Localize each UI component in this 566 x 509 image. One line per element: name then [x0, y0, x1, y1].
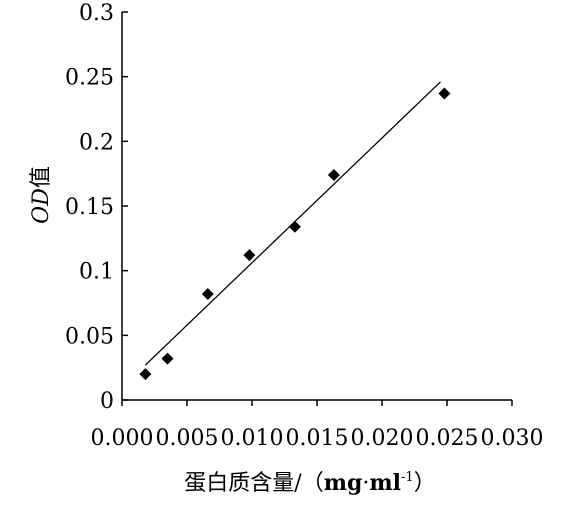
data-point: [327, 168, 340, 181]
x-tick-label: 0.030: [481, 426, 544, 451]
y-tick-label: 0.25: [65, 66, 114, 91]
y-axis-title-rest: 值: [29, 166, 54, 188]
data-point: [161, 352, 174, 365]
y-tick-label: 0.2: [79, 130, 114, 155]
data-points: [139, 87, 451, 381]
axes: [121, 12, 512, 401]
x-axis-title-unit-b: ml: [369, 470, 401, 496]
x-tick-label: 0.005: [156, 426, 219, 451]
y-ticks: 0 0.05 0.1 0.15 0.2 0.25 0.3: [65, 1, 128, 414]
x-tick-label: 0.015: [286, 426, 349, 451]
x-tick-label: 0.020: [351, 426, 414, 451]
x-axis-title-exp: -1: [401, 470, 414, 485]
x-tick-label: 0.010: [221, 426, 284, 451]
data-point: [438, 87, 451, 100]
y-axis-title-italic: OD: [29, 188, 54, 224]
x-axis-title-main: 蛋白质含量/（: [184, 471, 323, 496]
y-axis-title: OD值: [29, 166, 54, 224]
y-tick-label: 0.1: [79, 260, 114, 285]
x-axis-title-dot: ·: [362, 471, 369, 496]
data-point: [243, 249, 256, 262]
y-tick-label: 0.05: [65, 324, 114, 349]
x-axis-title: 蛋白质含量/（mg·ml-1）: [184, 470, 435, 496]
data-point: [139, 368, 152, 381]
x-ticks: 0.000 0.005 0.010 0.015 0.020 0.025 0.030: [91, 400, 544, 451]
data-point: [201, 287, 214, 300]
x-axis-title-unit-a: mg: [324, 470, 363, 496]
x-tick-label: 0.025: [416, 426, 479, 451]
x-tick-label: 0.000: [91, 426, 154, 451]
data-point: [288, 220, 301, 233]
y-tick-label: 0.3: [79, 1, 114, 26]
y-tick-label: 0.15: [65, 195, 114, 220]
y-tick-label: 0: [100, 389, 114, 414]
x-axis-title-close: ）: [414, 471, 436, 496]
